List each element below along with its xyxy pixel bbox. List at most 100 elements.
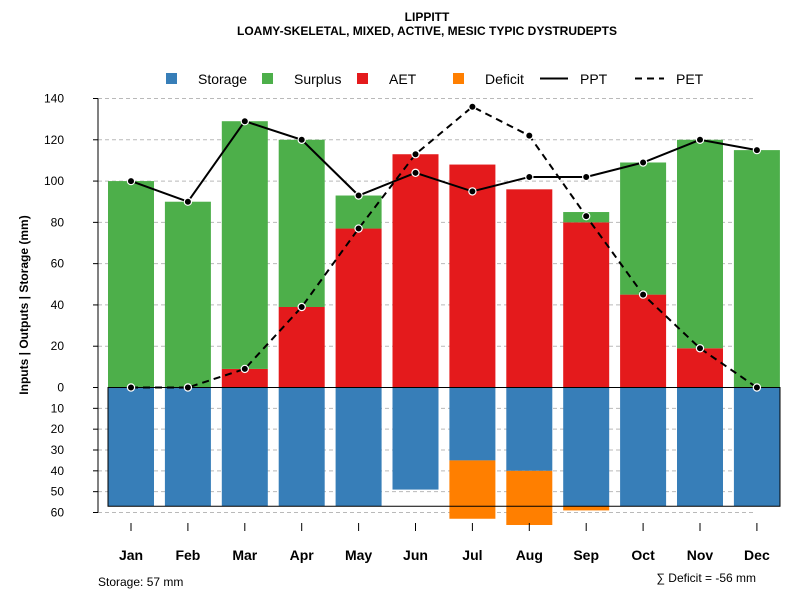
point-ppt-jun xyxy=(411,168,420,178)
x-tick-label: May xyxy=(345,547,372,563)
bar-aet-sep xyxy=(563,222,610,388)
y-tick-label: 50 xyxy=(51,485,65,499)
point-ppt-mar xyxy=(240,117,249,126)
legend-swatch-aet xyxy=(357,73,368,84)
storage-note: Storage: 57 mm xyxy=(98,575,183,589)
point-ppt-jul xyxy=(468,187,477,196)
bar-surplus-nov xyxy=(677,139,723,349)
point-pet-oct xyxy=(638,290,648,299)
series-lines xyxy=(126,102,762,392)
bar-aet-jun xyxy=(392,154,439,388)
bar-surplus-dec xyxy=(733,150,780,388)
point-ppt-aug xyxy=(525,172,534,182)
y-tick-label: 60 xyxy=(51,257,65,271)
bar-surplus-oct xyxy=(620,162,667,295)
point-ppt-dec xyxy=(752,145,762,155)
point-pet-jun xyxy=(411,150,420,159)
y-tick-label: 80 xyxy=(51,215,65,229)
x-tick-label: Oct xyxy=(631,547,655,563)
bar-storage-sep xyxy=(563,387,610,507)
y-tick-label: 40 xyxy=(51,298,65,312)
bar-storage-mar xyxy=(221,387,268,507)
point-pet-aug xyxy=(525,131,534,140)
bar-surplus-apr xyxy=(278,139,325,307)
y-axis-label: Inputs | Outputs | Storage (mm) xyxy=(17,215,31,394)
y-tick-label: 60 xyxy=(51,506,65,520)
point-ppt-nov xyxy=(695,135,705,144)
bar-aet-mar xyxy=(221,368,268,388)
point-ppt-jan xyxy=(126,176,136,186)
bar-surplus-feb xyxy=(164,201,211,388)
legend-label-surplus: Surplus xyxy=(294,71,341,87)
point-pet-mar xyxy=(240,364,249,374)
legend-label-pet: PET xyxy=(676,71,704,87)
bar-storage-jun xyxy=(392,387,439,490)
x-tick-label: Sep xyxy=(573,547,599,563)
x-tick-label: Aug xyxy=(516,547,543,563)
bar-surplus-jan xyxy=(108,181,154,388)
y-tick-label: 0 xyxy=(57,381,64,395)
bar-deficit-sep xyxy=(563,506,610,511)
legend-label-deficit: Deficit xyxy=(485,71,524,87)
point-ppt-apr xyxy=(297,135,306,144)
bar-storage-feb xyxy=(164,387,211,507)
y-tick-label: 120 xyxy=(44,133,64,147)
chart-title: LIPPITT xyxy=(405,10,450,24)
bar-aet-jul xyxy=(449,164,496,388)
point-ppt-sep xyxy=(582,172,591,182)
bar-aet-nov xyxy=(677,348,723,388)
point-ppt-oct xyxy=(638,158,648,167)
point-ppt-feb xyxy=(183,197,193,206)
y-tick-label: 40 xyxy=(51,464,65,478)
y-tick-label: 10 xyxy=(51,401,65,415)
legend-label-ppt: PPT xyxy=(580,71,608,87)
chart-subtitle: LOAMY-SKELETAL, MIXED, ACTIVE, MESIC TYP… xyxy=(237,24,617,38)
x-tick-label: Jul xyxy=(462,547,482,563)
x-tick-label: Dec xyxy=(744,547,770,563)
point-pet-jul xyxy=(468,102,477,111)
bar-storage-may xyxy=(335,387,382,507)
legend-swatch-storage xyxy=(166,73,177,84)
point-pet-jan xyxy=(126,383,136,392)
y-tick-label: 20 xyxy=(51,339,65,353)
point-pet-may xyxy=(354,224,363,233)
bar-storage-dec xyxy=(733,387,780,507)
bar-aet-may xyxy=(335,228,382,388)
legend-label-storage: Storage xyxy=(198,71,247,87)
point-pet-dec xyxy=(752,383,762,392)
bar-surplus-may xyxy=(335,195,382,229)
legend-swatch-deficit xyxy=(453,73,464,84)
bar-surplus-mar xyxy=(221,121,268,369)
bars xyxy=(107,121,781,525)
bar-storage-oct xyxy=(620,387,667,507)
point-pet-nov xyxy=(695,344,705,353)
y-tick-label: 100 xyxy=(44,174,64,188)
x-tick-label: Nov xyxy=(687,547,714,563)
point-pet-sep xyxy=(582,211,591,221)
x-tick-label: Feb xyxy=(175,547,200,563)
bar-aet-aug xyxy=(506,189,553,388)
y-tick-label: 20 xyxy=(51,422,65,436)
line-ppt xyxy=(130,120,758,203)
bar-storage-aug xyxy=(506,387,553,471)
bar-storage-apr xyxy=(278,387,325,507)
point-ppt-may xyxy=(354,191,363,200)
bar-deficit-aug xyxy=(506,470,553,525)
bar-storage-nov xyxy=(677,387,723,507)
x-tick-label: Mar xyxy=(232,547,257,563)
legend-label-aet: AET xyxy=(389,71,417,87)
bar-storage-jan xyxy=(108,387,154,507)
x-tick-label: Apr xyxy=(290,547,315,563)
line-pet xyxy=(131,105,758,389)
point-pet-feb xyxy=(183,383,193,392)
bar-deficit-jul xyxy=(449,460,496,519)
y-tick-label: 140 xyxy=(44,92,64,106)
x-tick-label: Jun xyxy=(403,547,428,563)
y-tick-label: 30 xyxy=(51,443,65,457)
bar-aet-apr xyxy=(278,306,325,388)
point-pet-apr xyxy=(297,302,306,312)
x-tick-label: Jan xyxy=(119,547,143,563)
legend-swatch-surplus xyxy=(262,73,273,84)
deficit-sum: ∑ Deficit = -56 mm xyxy=(656,571,756,585)
